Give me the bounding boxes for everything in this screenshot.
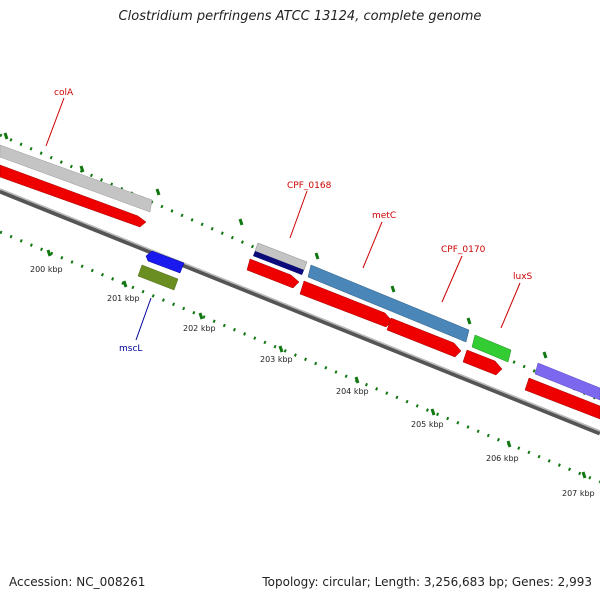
gene-colA[interactable] [0,144,153,213]
gene-mscL[interactable] [137,264,179,291]
gene-reverse-blue[interactable] [145,250,185,274]
label-leaders [45,97,521,329]
cds-arrow[interactable] [462,349,503,376]
backbone-highlight [0,188,600,432]
gene-luxS[interactable] [471,334,512,363]
feature-track-reverse[interactable] [137,250,185,291]
tick-label: 203 kbp [260,355,293,364]
genome-summary: Topology: circular; Length: 3,256,683 bp… [262,575,592,589]
accession-text: Accession: NC_008261 [9,575,146,589]
map-title: Clostridium perfringens ATCC 13124, comp… [118,9,482,24]
tick-label: 200 kbp [30,265,63,274]
cds-arrow[interactable] [246,258,300,289]
tick-label: 207 kbp [562,489,595,498]
tick-label: 202 kbp [183,324,216,333]
gene-metC[interactable] [307,264,470,343]
major-ticks [46,249,587,479]
genome-backbone [0,188,600,436]
cds-arrow[interactable] [0,164,147,228]
gene-CPF_0168-band[interactable] [253,251,304,275]
gene-label: CPF_0168 [287,181,332,191]
mscL-leader [135,297,152,341]
tick-label: 205 kbp [411,420,444,429]
cds-track[interactable] [0,164,600,420]
feature-track-forward[interactable] [0,144,600,401]
gene-label: CPF_0170 [441,245,486,255]
tick-label: 206 kbp [486,454,519,463]
gene-label: mscL [119,344,142,354]
outer-major-ticks [3,132,548,359]
tick-label: 201 kbp [107,294,140,303]
tick-label: 204 kbp [336,387,369,396]
gene-label: colA [54,88,74,98]
gene-label: metC [372,211,396,221]
gene-next[interactable] [534,362,600,401]
gene-label: luxS [513,272,533,282]
cds-arrow[interactable] [524,377,600,420]
cds-arrow[interactable] [386,317,462,358]
